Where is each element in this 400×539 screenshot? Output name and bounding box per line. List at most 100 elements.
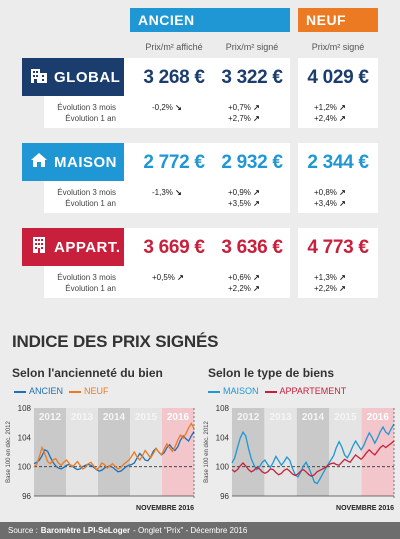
neuf-3m: +0,8% ↗ xyxy=(314,188,346,197)
y-tick-label: 96 xyxy=(220,492,229,501)
price-signe: 3 636 € xyxy=(221,237,283,258)
trend-arrow-icon: ↗ xyxy=(253,273,260,282)
year-label: 2014 xyxy=(103,412,126,423)
price-affiche: 3 268 € xyxy=(143,67,205,88)
series-line-ancien xyxy=(33,431,195,473)
signe-1a: +3,5% ↗ xyxy=(228,199,260,208)
header-ancien: ANCIEN xyxy=(130,8,290,32)
price-neuf: 4 029 € xyxy=(307,67,369,88)
year-label: 2016 xyxy=(367,412,390,423)
trend-arrow-icon: ↗ xyxy=(339,114,346,123)
row-card-neuf xyxy=(298,58,378,128)
neuf-1a: +3,4% ↗ xyxy=(314,199,346,208)
trend-arrow-icon: ↗ xyxy=(339,103,346,112)
evolution-1-an-label: Évolution 1 an xyxy=(65,199,116,208)
signe-1a: +2,2% ↗ xyxy=(228,284,260,293)
y-tick-label: 108 xyxy=(18,404,32,413)
evolution-3-mois-label: Évolution 3 mois xyxy=(57,103,116,112)
price-affiche: 3 669 € xyxy=(143,237,205,258)
col-header-signe-neuf: Prix/m² signé xyxy=(311,42,365,52)
trend-arrow-icon: ↗ xyxy=(253,199,260,208)
series-line-neuf xyxy=(33,422,195,471)
price-affiche: 2 772 € xyxy=(143,152,205,173)
year-label: 2013 xyxy=(71,412,94,423)
year-band xyxy=(98,408,130,496)
footer-source: Baromètre LPI-SeLoger xyxy=(40,526,131,535)
trend-arrow-icon: ↗ xyxy=(339,199,346,208)
neuf-1a: +2,2% ↗ xyxy=(314,284,346,293)
row-label: APPART. xyxy=(22,228,124,266)
col-header-signe-ancien: Prix/m² signé xyxy=(225,42,279,52)
trend-arrow-icon: ↗ xyxy=(339,273,346,282)
house-icon xyxy=(30,151,48,173)
signe-3m: +0,9% ↗ xyxy=(228,188,260,197)
legend-neuf: NEUF xyxy=(69,386,109,396)
year-label: 2013 xyxy=(269,412,292,423)
chart2-title: Selon le type de biens xyxy=(208,366,335,380)
trend-arrow-icon: ↗ xyxy=(253,188,260,197)
affiche-3m: -0,2% ↘ xyxy=(152,103,182,112)
trend-arrow-icon: ↗ xyxy=(339,284,346,293)
neuf-1a: +2,4% ↗ xyxy=(314,114,346,123)
trend-arrow-icon: ↗ xyxy=(253,284,260,293)
price-neuf: 4 773 € xyxy=(307,237,369,258)
neuf-3m: +1,2% ↗ xyxy=(314,103,346,112)
legend-ancien: ANCIEN xyxy=(14,386,63,396)
y-tick-label: 108 xyxy=(216,404,230,413)
evolution-3-mois-label: Évolution 3 mois xyxy=(57,188,116,197)
y-tick-label: 100 xyxy=(216,463,230,472)
affiche-3m: +0,5% ↗ xyxy=(152,273,184,282)
year-label: 2014 xyxy=(302,412,325,423)
year-band xyxy=(66,408,98,496)
year-band xyxy=(232,408,265,496)
series-line-appartement xyxy=(231,440,395,477)
trend-arrow-icon: ↗ xyxy=(339,188,346,197)
chart-anciennete: 2012 2013 2014 2015 2016 108 104 100 96 Base 100 … xyxy=(6,404,195,512)
footnote-month: NOVEMBRE 2016 xyxy=(136,505,194,512)
evolution-1-an-label: Évolution 1 an xyxy=(65,114,116,123)
row-label: MAISON xyxy=(22,143,124,181)
chart-type-biens: 2012 2013 2014 2015 2016 108 104 100 96 Base 100 … xyxy=(204,404,395,512)
y-tick-label: 96 xyxy=(22,492,31,501)
year-label: 2012 xyxy=(237,412,260,423)
legend-appartement: APPARTEMENT xyxy=(264,386,346,396)
y-tick-label: 104 xyxy=(216,433,230,442)
year-band xyxy=(162,408,194,496)
series-line-maison xyxy=(231,423,395,485)
signe-3m: +0,7% ↗ xyxy=(228,103,260,112)
footer-suffix: - Onglet "Prix" - Décembre 2016 xyxy=(133,526,248,535)
price-signe: 2 932 € xyxy=(221,152,283,173)
row-label-text: APPART. xyxy=(54,238,121,256)
trend-arrow-icon: ↘ xyxy=(175,103,182,112)
price-neuf: 2 344 € xyxy=(307,152,369,173)
y-tick-label: 104 xyxy=(18,433,32,442)
row-card-neuf xyxy=(298,228,378,298)
row-label: GLOBAL xyxy=(22,58,124,96)
year-label: 2015 xyxy=(334,412,357,423)
signe-1a: +2,7% ↗ xyxy=(228,114,260,123)
year-label: 2012 xyxy=(39,412,62,423)
signe-3m: +0,6% ↗ xyxy=(228,273,260,282)
year-band xyxy=(34,408,66,496)
col-header-affiche: Prix/m² affiché xyxy=(145,42,203,52)
year-band xyxy=(296,408,330,496)
y-axis-label: Base 100 en déc. 2012 xyxy=(6,420,12,482)
footer-prefix: Source : xyxy=(8,526,38,535)
header-neuf: NEUF xyxy=(298,8,378,32)
year-band xyxy=(264,408,297,496)
source-footer: Source : Baromètre LPI-SeLoger - Onglet … xyxy=(0,522,400,539)
apartment-icon xyxy=(30,236,48,258)
trend-arrow-icon: ↗ xyxy=(253,114,260,123)
row-label-text: MAISON xyxy=(54,153,117,171)
footnote-month: NOVEMBRE 2016 xyxy=(336,505,394,512)
chart1-title: Selon l'ancienneté du bien xyxy=(12,366,163,380)
affiche-3m: -1,3% ↘ xyxy=(152,188,182,197)
row-card-neuf xyxy=(298,143,378,213)
y-axis-label: Base 100 en déc. 2012 xyxy=(204,420,210,482)
trend-arrow-icon: ↗ xyxy=(177,273,184,282)
section-title: INDICE DES PRIX SIGNÉS xyxy=(12,332,219,351)
trend-arrow-icon: ↘ xyxy=(175,188,182,197)
neuf-3m: +1,3% ↗ xyxy=(314,273,346,282)
evolution-1-an-label: Évolution 1 an xyxy=(65,284,116,293)
y-tick-label: 100 xyxy=(18,463,32,472)
